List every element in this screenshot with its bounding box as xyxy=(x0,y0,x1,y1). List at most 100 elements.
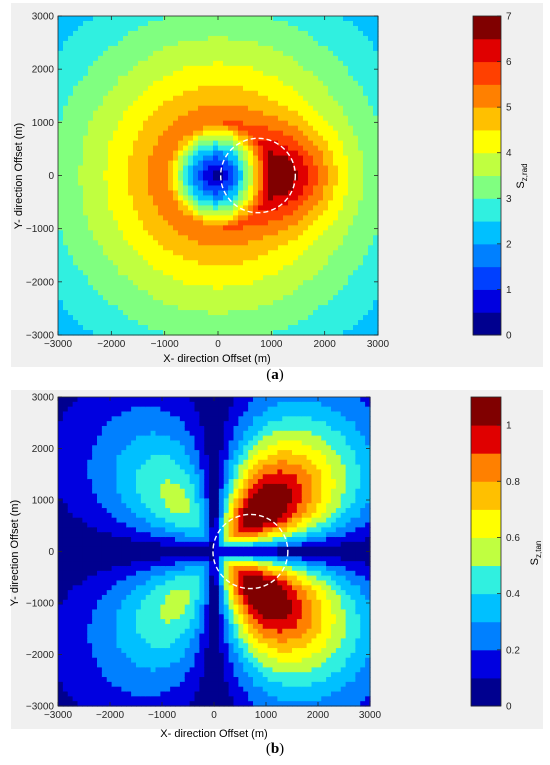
contour-cell xyxy=(158,300,164,306)
contour-cell xyxy=(213,105,219,112)
contour-cell xyxy=(103,95,109,102)
contour-cell xyxy=(308,300,314,306)
contour-cell xyxy=(233,170,239,177)
contour-cell xyxy=(98,185,104,192)
contour-cell xyxy=(318,160,324,167)
contour-cell xyxy=(138,260,144,266)
contour-cell xyxy=(218,220,224,226)
contour-cell xyxy=(123,240,129,246)
contour-cell xyxy=(343,265,349,271)
contour-cell xyxy=(263,180,269,187)
contour-cell xyxy=(288,165,294,172)
contour-cell xyxy=(113,290,119,296)
contour-cell xyxy=(363,40,369,47)
contour-cell xyxy=(116,527,122,533)
contour-cell xyxy=(293,315,299,321)
contour-cell xyxy=(93,185,99,192)
contour-cell xyxy=(133,135,139,142)
contour-cell xyxy=(143,130,149,137)
contour-cell xyxy=(373,310,379,316)
contour-cell xyxy=(263,75,269,82)
contour-cell xyxy=(111,479,118,485)
contour-cell xyxy=(298,190,304,197)
contour-cell xyxy=(77,575,83,582)
contour-cell xyxy=(248,295,254,301)
contour-cell xyxy=(288,16,294,22)
contour-cell xyxy=(116,430,122,437)
contour-cell xyxy=(73,25,79,32)
contour-cell xyxy=(318,180,324,187)
contour-cell xyxy=(333,20,339,27)
contour-cell xyxy=(138,135,144,142)
contour-cell xyxy=(98,130,104,137)
contour-cell xyxy=(133,175,139,182)
contour-cell xyxy=(248,320,254,326)
contour-cell xyxy=(278,75,284,82)
contour-cell xyxy=(193,300,199,306)
contour-cell xyxy=(93,130,99,137)
contour-cell xyxy=(158,295,164,301)
contour-cell xyxy=(303,150,309,157)
contour-cell xyxy=(353,155,359,162)
contour-cell xyxy=(108,140,114,147)
contour-cell xyxy=(218,185,224,192)
contour-cell xyxy=(68,240,74,246)
contour-cell xyxy=(243,105,249,112)
contour-cell xyxy=(248,290,254,296)
contour-cell xyxy=(83,70,89,77)
contour-cell xyxy=(218,150,224,157)
contour-cell xyxy=(103,75,109,82)
contour-cell xyxy=(153,285,159,291)
contour-cell xyxy=(77,667,83,673)
contour-cell xyxy=(158,220,164,226)
contour-cell xyxy=(218,40,224,47)
contour-cell xyxy=(288,240,294,246)
contour-cell xyxy=(298,105,304,112)
contour-cell xyxy=(303,115,309,122)
contour-cell xyxy=(68,140,74,147)
contour-cell xyxy=(228,35,234,42)
contour-cell xyxy=(218,330,224,336)
contour-cell xyxy=(87,691,93,697)
contour-cell xyxy=(111,652,118,659)
contour-cell xyxy=(248,220,254,226)
contour-cell xyxy=(233,70,239,77)
contour-cell xyxy=(128,80,134,87)
contour-cell xyxy=(193,175,199,182)
contour-cell xyxy=(108,160,114,167)
contour-cell xyxy=(173,220,179,226)
contour-cell xyxy=(343,300,349,306)
contour-cell xyxy=(368,90,374,97)
contour-cell xyxy=(87,397,93,403)
contour-cell xyxy=(298,25,304,32)
contour-cell xyxy=(123,285,129,291)
contour-cell xyxy=(208,265,214,271)
contour-cell xyxy=(213,295,219,301)
contour-cell xyxy=(343,165,349,172)
contour-cell xyxy=(103,30,109,37)
contour-cell xyxy=(328,140,334,147)
contour-cell xyxy=(298,250,304,256)
contour-cell xyxy=(138,125,144,132)
contour-cell xyxy=(67,628,74,635)
contour-cell xyxy=(63,155,69,162)
contour-cell xyxy=(62,585,69,591)
contour-cell xyxy=(368,290,374,296)
contour-cell xyxy=(72,440,79,446)
contour-cell xyxy=(68,305,74,311)
contour-cell xyxy=(288,325,294,331)
contour-cell xyxy=(363,325,369,331)
contour-cell xyxy=(283,270,289,276)
contour-cell xyxy=(58,240,64,246)
contour-cell xyxy=(153,80,159,87)
contour-cell xyxy=(183,185,189,192)
contour-cell xyxy=(273,165,279,172)
contour-cell xyxy=(248,95,254,102)
contour-cell xyxy=(348,80,354,87)
contour-cell xyxy=(62,546,69,553)
contour-cell xyxy=(248,300,254,306)
contour-cell xyxy=(243,245,249,251)
contour-cell xyxy=(213,320,219,326)
contour-cell xyxy=(118,195,124,202)
contour-cell xyxy=(313,215,319,221)
